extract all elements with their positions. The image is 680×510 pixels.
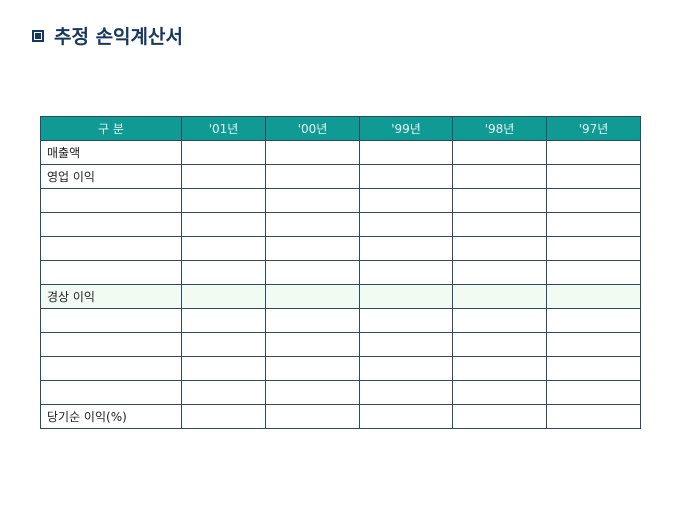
column-header: '01년 — [181, 116, 266, 141]
row-label: 영업 이익 — [40, 164, 182, 189]
table-row — [40, 236, 641, 261]
row-label: 당기순 이익(%) — [40, 404, 182, 429]
table-cell — [452, 404, 547, 429]
table-cell — [181, 332, 266, 357]
page-title: 추정 손익계산서 — [54, 26, 183, 48]
table-cell — [546, 308, 641, 333]
table-cell — [452, 332, 547, 357]
column-header: '99년 — [359, 116, 453, 141]
table-cell — [452, 140, 547, 165]
row-label — [40, 260, 182, 285]
table-cell — [359, 236, 453, 261]
table-row: 영업 이익 — [40, 164, 641, 189]
row-label — [40, 188, 182, 213]
table-row — [40, 188, 641, 213]
table-cell — [546, 260, 641, 285]
row-label — [40, 332, 182, 357]
table-cell — [452, 308, 547, 333]
square-bullet-icon — [32, 29, 44, 42]
table-cell — [546, 212, 641, 237]
table-cell — [546, 164, 641, 189]
table-cell — [359, 188, 453, 213]
table-cell — [181, 356, 266, 381]
table-cell — [265, 308, 360, 333]
table-cell — [452, 164, 547, 189]
table-cell — [181, 308, 266, 333]
table-cell — [359, 404, 453, 429]
table-cell — [546, 380, 641, 405]
table-row — [40, 260, 641, 285]
table-row — [40, 212, 641, 237]
table-cell — [265, 164, 360, 189]
table-cell — [181, 140, 266, 165]
table-cell — [265, 212, 360, 237]
table-cell — [359, 380, 453, 405]
table-cell — [265, 188, 360, 213]
table-cell — [181, 188, 266, 213]
row-label — [40, 356, 182, 381]
column-header: 구 분 — [40, 116, 182, 141]
table-cell — [452, 284, 547, 309]
table-header-row: 구 분 '01년 '00년 '99년 '98년 '97년 — [40, 116, 641, 141]
table-cell — [452, 260, 547, 285]
table-cell — [546, 356, 641, 381]
table-cell — [265, 332, 360, 357]
table-cell — [359, 260, 453, 285]
table-cell — [546, 188, 641, 213]
table-cell — [359, 140, 453, 165]
table-row — [40, 308, 641, 333]
table-row — [40, 380, 641, 405]
table-cell — [546, 236, 641, 261]
table-cell — [265, 140, 360, 165]
table-cell — [452, 188, 547, 213]
table-row — [40, 356, 641, 381]
table-cell — [359, 284, 453, 309]
row-label — [40, 212, 182, 237]
table-cell — [265, 404, 360, 429]
table-cell — [181, 260, 266, 285]
table-cell — [546, 404, 641, 429]
table-cell — [546, 140, 641, 165]
table-cell — [181, 380, 266, 405]
row-label — [40, 308, 182, 333]
page-title-block: 추정 손익계산서 — [32, 22, 183, 49]
table-cell — [181, 212, 266, 237]
table-cell — [181, 236, 266, 261]
table-row: 매출액 — [40, 140, 641, 165]
table-cell — [181, 164, 266, 189]
table-cell — [359, 164, 453, 189]
row-label — [40, 236, 182, 261]
table-cell — [265, 260, 360, 285]
table-cell — [359, 212, 453, 237]
table-cell — [359, 356, 453, 381]
table-cell — [181, 284, 266, 309]
table-cell — [452, 380, 547, 405]
row-label: 매출액 — [40, 140, 182, 165]
table-cell — [546, 332, 641, 357]
table-cell — [359, 308, 453, 333]
table-cell — [359, 332, 453, 357]
table-cell — [452, 236, 547, 261]
table-cell — [265, 236, 360, 261]
table-cell — [265, 284, 360, 309]
row-label: 경상 이익 — [40, 284, 182, 309]
table-cell — [452, 356, 547, 381]
table-row: 경상 이익 — [40, 284, 641, 309]
column-header: '98년 — [452, 116, 547, 141]
table-row: 당기순 이익(%) — [40, 404, 641, 429]
table-cell — [265, 380, 360, 405]
table-cell — [546, 284, 641, 309]
column-header: '00년 — [265, 116, 360, 141]
table-row — [40, 332, 641, 357]
table-cell — [452, 212, 547, 237]
table-cell — [181, 404, 266, 429]
table-cell — [265, 356, 360, 381]
column-header: '97년 — [546, 116, 641, 141]
row-label — [40, 380, 182, 405]
